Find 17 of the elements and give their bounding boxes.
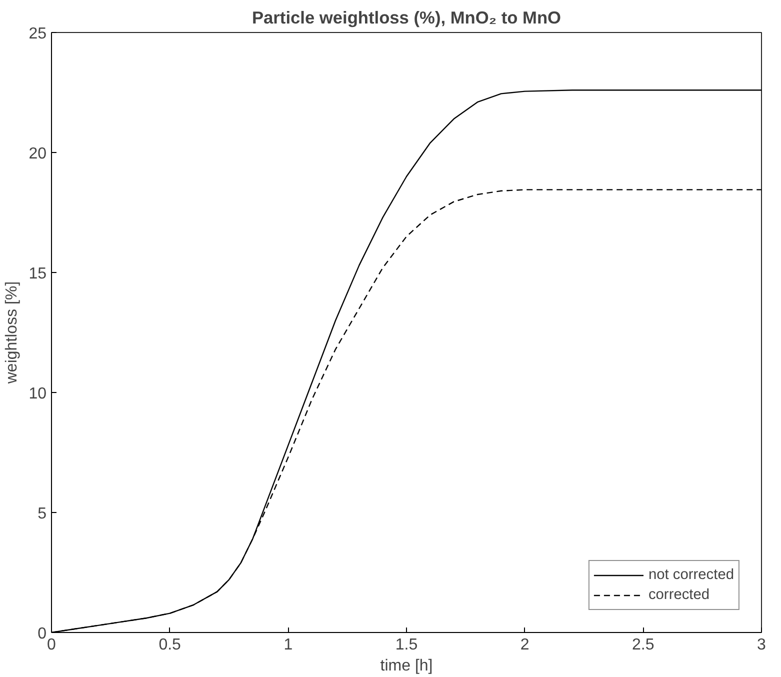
y-tick-label: 0 bbox=[38, 626, 47, 642]
x-axis-title: time [h] bbox=[380, 658, 433, 674]
legend-label: corrected bbox=[648, 587, 710, 603]
x-tick-label: 3 bbox=[757, 636, 766, 654]
y-tick-label: 20 bbox=[28, 146, 47, 162]
y-tick-label: 5 bbox=[38, 506, 47, 522]
legend-label: not corrected bbox=[648, 567, 734, 583]
y-axis-title: weightloss [%] bbox=[4, 281, 21, 385]
x-tick-label: 2.5 bbox=[632, 636, 654, 654]
x-tick-label: 2 bbox=[520, 636, 530, 654]
y-tick-label: 10 bbox=[28, 386, 47, 402]
chart-title: Particle weightloss (%), MnO₂ to MnO bbox=[252, 8, 562, 28]
y-tick-label: 15 bbox=[28, 266, 47, 282]
x-tick-label: 0.5 bbox=[158, 636, 182, 654]
x-tick-label: 1.5 bbox=[395, 636, 418, 654]
y-tick-label: 25 bbox=[28, 26, 47, 42]
x-tick-label: 1 bbox=[284, 636, 293, 654]
